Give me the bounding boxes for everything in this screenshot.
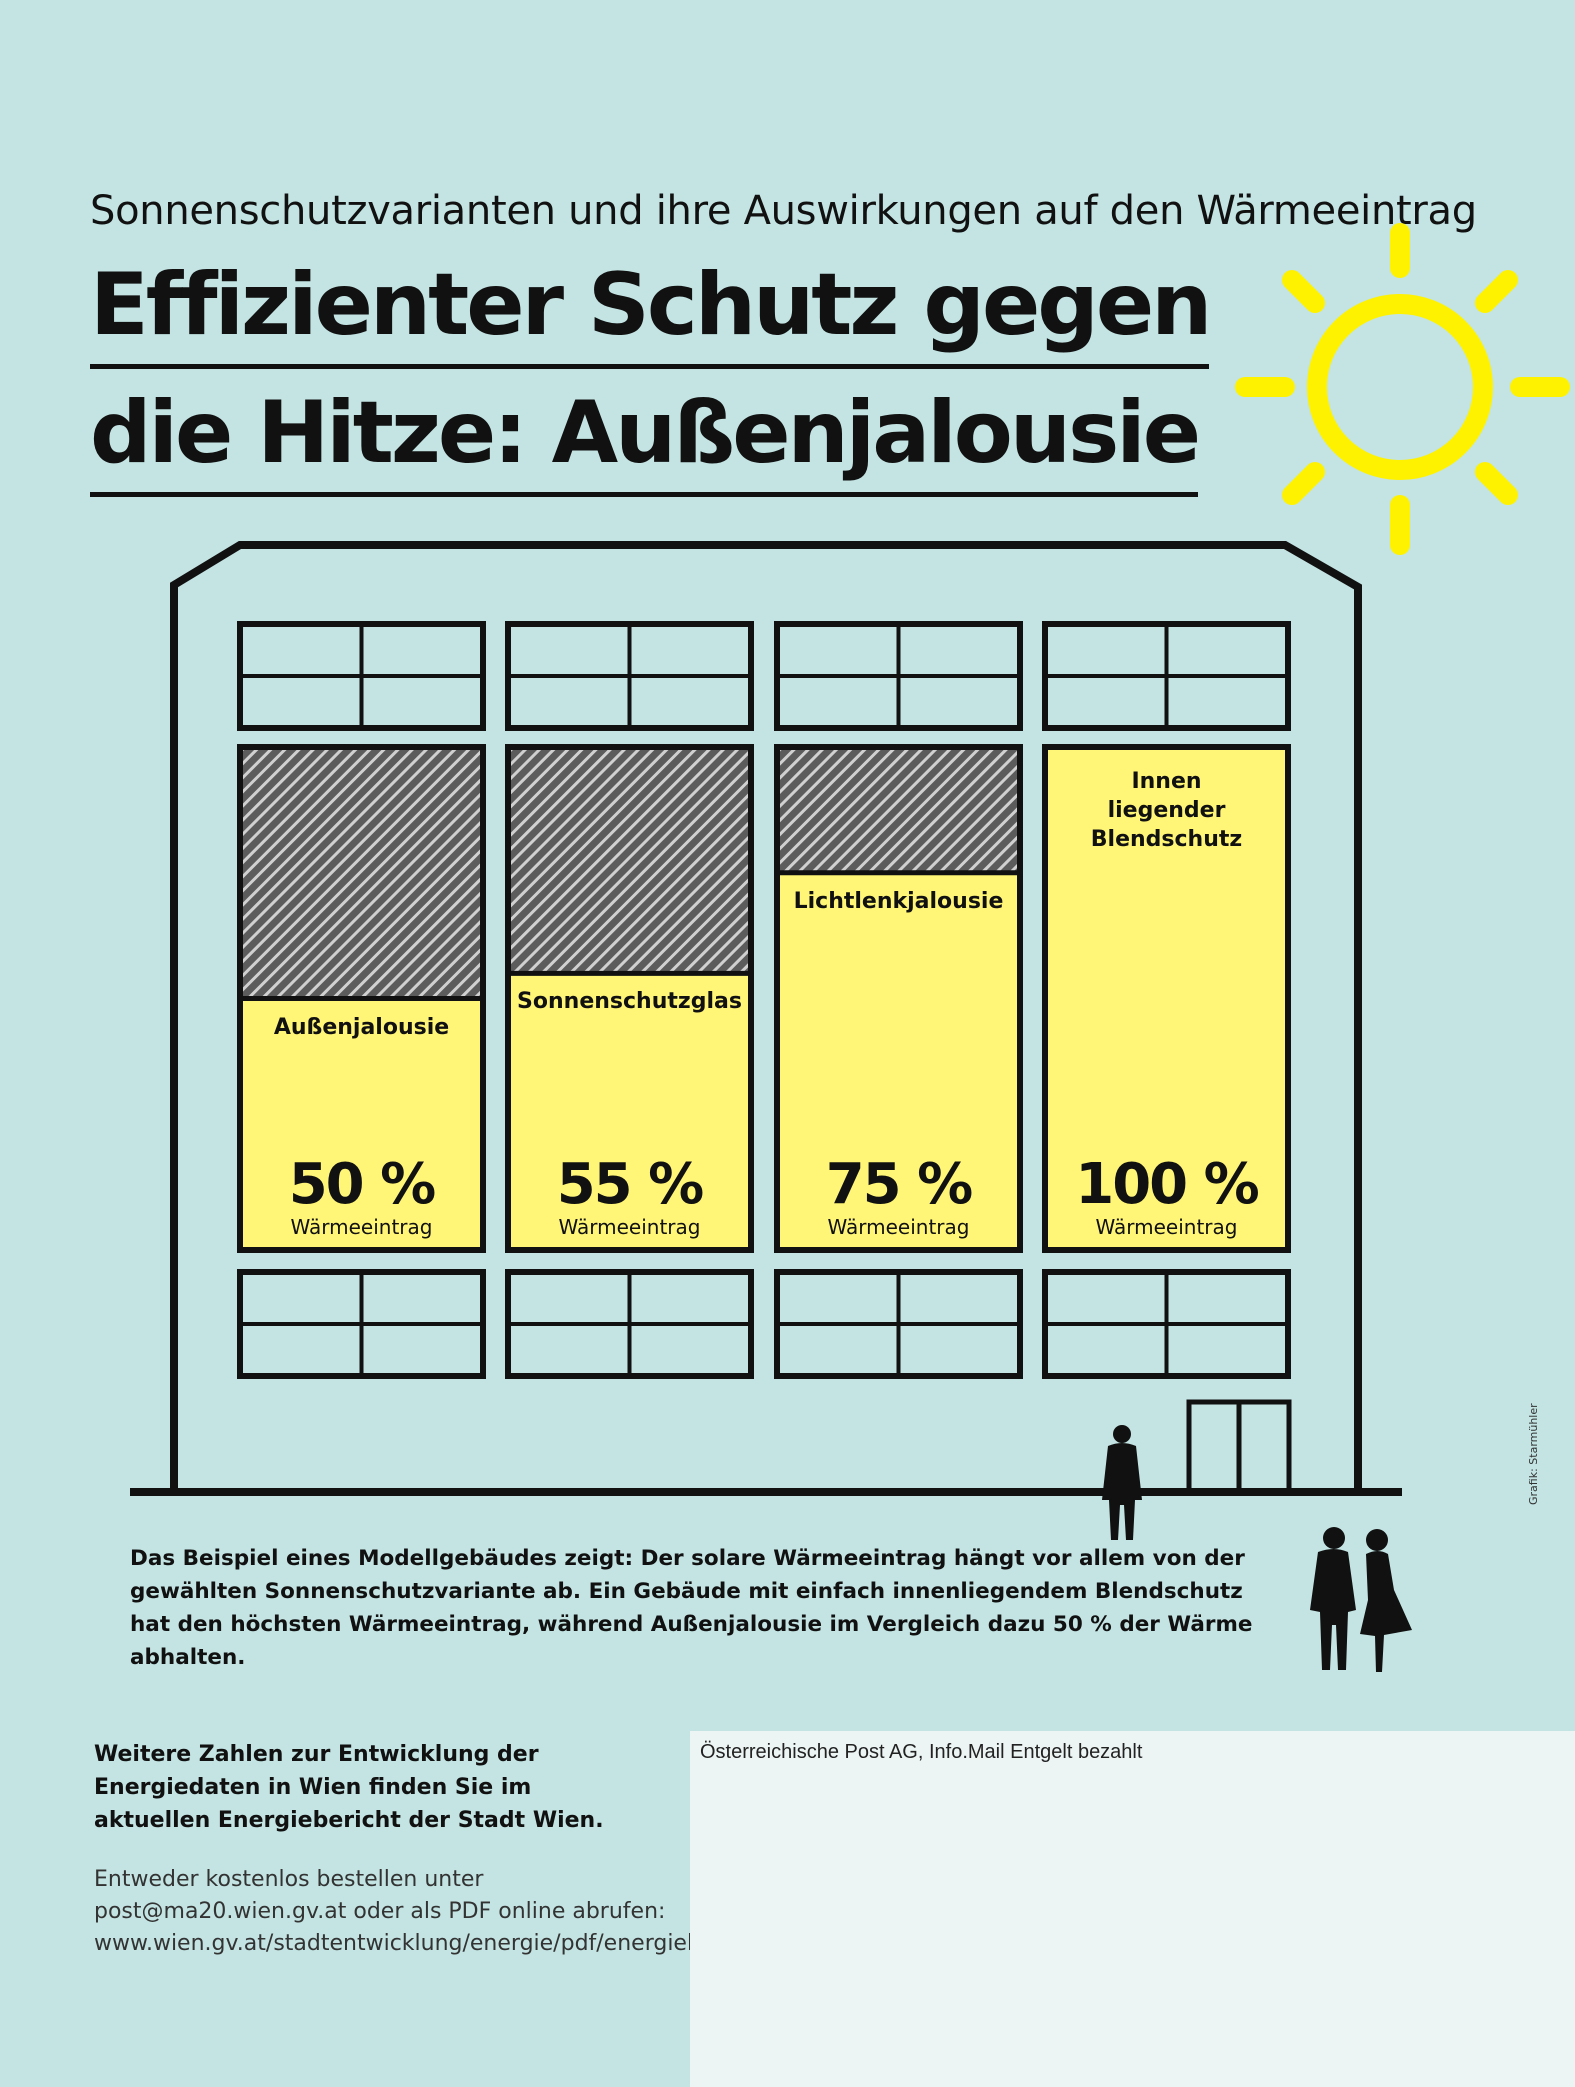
pane-frame <box>237 744 486 1253</box>
postal-address-area: Österreichische Post AG, Info.Mail Entge… <box>690 1731 1575 2087</box>
graphic-credit: Grafik: Starmühler <box>1527 1403 1540 1505</box>
pane-unit: Wärmeeintrag <box>558 1215 701 1239</box>
pane-label: Lichtlenkjalousie <box>793 888 1004 914</box>
lower-window-3 <box>774 1269 1023 1379</box>
pane-unit: Wärmeeintrag <box>1095 1215 1238 1239</box>
sun-protection-panes <box>237 744 1291 1253</box>
pane-frame <box>1042 744 1291 1253</box>
pane-percent: 75 % <box>825 1152 974 1217</box>
pane-frame <box>505 744 754 1253</box>
pane-text-4: Innen liegender Blendschutz 100 % Wärmeein… <box>1045 747 1288 1250</box>
pane-label: Außenjalousie <box>273 1014 450 1040</box>
shade-hatch <box>508 747 751 974</box>
lower-windows <box>237 1269 1291 1379</box>
shade-hatch <box>777 747 1020 873</box>
sun-icon <box>1235 223 1570 555</box>
headline-line-2: die Hitze: Außenjalousie <box>90 390 1201 497</box>
pane-text-2: Sonnenschutzglas 55 % Wärmeeintrag <box>508 747 751 1250</box>
heat-gain-fill <box>508 973 751 1250</box>
heat-gain-fill <box>1045 747 1288 1250</box>
upper-window-4 <box>1042 621 1291 731</box>
pane-2 <box>505 744 754 1253</box>
door <box>1186 1399 1292 1495</box>
heat-gain-fill <box>777 872 1020 1250</box>
upper-window-3 <box>774 621 1023 731</box>
pane-label: Sonnenschutzglas <box>517 989 742 1015</box>
lower-window-4 <box>1042 1269 1291 1379</box>
pane-1 <box>237 744 486 1253</box>
order-info-text: Entweder kostenlos bestellen unter post@… <box>94 1867 863 1956</box>
pane-unit: Wärmeeintrag <box>827 1215 970 1239</box>
lower-window-1 <box>237 1269 486 1379</box>
headline-line-1: Effizienter Schutz gegen <box>90 262 1212 369</box>
pane-percent: 100 % <box>1075 1152 1260 1217</box>
pane-frame <box>774 744 1023 1253</box>
pane-4 <box>1042 744 1291 1253</box>
upper-window-1 <box>237 621 486 731</box>
description-text: Das Beispiel eines Modellgebäudes zeigt:… <box>130 1546 1253 1670</box>
pane-3 <box>774 744 1023 1253</box>
pane-text-3: Lichtlenkjalousie 75 % Wärmeeintrag <box>777 747 1020 1250</box>
subtitle: Sonnenschutzvarianten und ihre Auswirkun… <box>90 188 1477 234</box>
upper-window-2 <box>505 621 754 731</box>
pane-percent: 55 % <box>556 1152 705 1217</box>
pane-unit: Wärmeeintrag <box>290 1215 433 1239</box>
shade-hatch <box>240 747 483 999</box>
postage-note: Österreichische Post AG, Info.Mail Entge… <box>700 1741 1143 1763</box>
energy-report-note: Weitere Zahlen zur Entwicklung der Energ… <box>94 1742 604 1833</box>
heat-gain-fill <box>240 998 483 1250</box>
upper-windows <box>237 621 1291 731</box>
pane-text-1: Außenjalousie 50 % Wärmeeintrag <box>240 747 483 1250</box>
couple-silhouette <box>1310 1527 1412 1672</box>
pane-percent: 50 % <box>288 1152 437 1217</box>
person-silhouette <box>1102 1425 1142 1540</box>
building-outline <box>170 541 1362 1492</box>
lower-window-2 <box>505 1269 754 1379</box>
pane-label: Innen liegender Blendschutz <box>1090 769 1243 852</box>
